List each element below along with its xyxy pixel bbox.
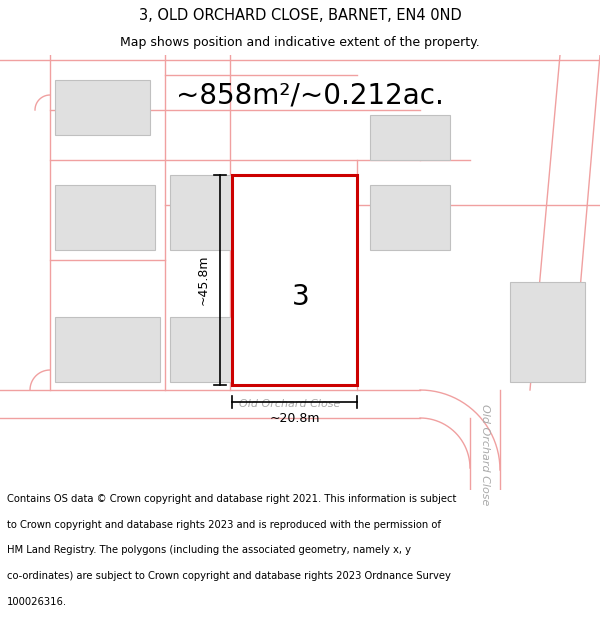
Bar — [170, 175, 300, 250]
Bar — [370, 115, 450, 160]
Bar — [55, 185, 155, 250]
Text: Old Orchard Close: Old Orchard Close — [480, 404, 490, 506]
Text: 3, OLD ORCHARD CLOSE, BARNET, EN4 0ND: 3, OLD ORCHARD CLOSE, BARNET, EN4 0ND — [139, 8, 461, 23]
Text: co-ordinates) are subject to Crown copyright and database rights 2023 Ordnance S: co-ordinates) are subject to Crown copyr… — [7, 571, 451, 581]
Text: ~858m²/~0.212ac.: ~858m²/~0.212ac. — [176, 81, 444, 109]
Text: Map shows position and indicative extent of the property.: Map shows position and indicative extent… — [120, 36, 480, 49]
Text: ~45.8m: ~45.8m — [197, 255, 210, 305]
Text: ~20.8m: ~20.8m — [269, 412, 320, 425]
Bar — [510, 282, 585, 382]
Bar — [55, 317, 160, 382]
Text: Old Orchard Close: Old Orchard Close — [239, 399, 341, 409]
Text: to Crown copyright and database rights 2023 and is reproduced with the permissio: to Crown copyright and database rights 2… — [7, 520, 441, 530]
Bar — [370, 185, 450, 250]
Bar — [170, 317, 300, 382]
Text: Contains OS data © Crown copyright and database right 2021. This information is : Contains OS data © Crown copyright and d… — [7, 494, 457, 504]
Text: 3: 3 — [292, 282, 310, 311]
Bar — [55, 80, 150, 135]
Text: 100026316.: 100026316. — [7, 597, 67, 607]
Text: HM Land Registry. The polygons (including the associated geometry, namely x, y: HM Land Registry. The polygons (includin… — [7, 546, 411, 556]
Bar — [232, 175, 357, 385]
